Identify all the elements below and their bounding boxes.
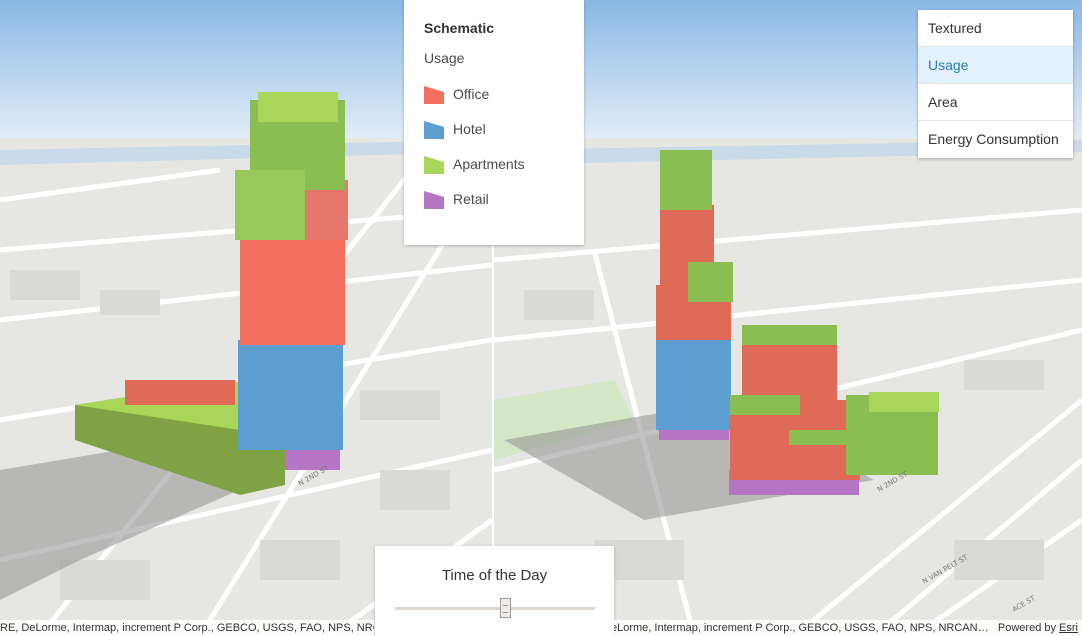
retail-swatch-icon [424, 190, 444, 209]
attribution-left: RE, DeLorme, Intermap, increment P Corp.… [0, 620, 374, 636]
legend-item-office: Office [424, 76, 584, 111]
powered-by-prefix: Powered by [997, 622, 1056, 634]
legend-item-retail: Retail [424, 181, 584, 216]
tower-left [235, 92, 348, 470]
legend-item-label: Retail [453, 190, 489, 207]
menu-item-usage[interactable]: Usage [918, 47, 1073, 84]
visualization-menu: Textured Usage Area Energy Consumption [918, 10, 1073, 158]
time-of-day-title: Time of the Day [441, 567, 548, 584]
apartments-swatch-icon [424, 155, 444, 174]
legend-item-hotel: Hotel [424, 111, 584, 146]
podium-building [75, 380, 285, 495]
office-swatch-icon [424, 85, 444, 104]
legend-field-name: Usage [424, 50, 465, 66]
time-slider-track[interactable] [395, 607, 595, 610]
menu-item-energy-consumption[interactable]: Energy Consumption [928, 131, 1059, 147]
attribution-text: RE, DeLorme, Intermap, increment P Corp.… [0, 622, 374, 634]
street-blocks [10, 270, 450, 600]
legend-item-label: Hotel [453, 120, 486, 137]
tower-right [656, 150, 733, 440]
menu-item-area[interactable]: Area [918, 84, 1073, 121]
attribution-right: eLorme, Intermap, increment P Corp., GEB… [614, 620, 1082, 636]
powered-by: Powered by Esri [998, 620, 1078, 636]
time-slider-thumb[interactable] [499, 598, 511, 618]
legend-item-apartments: Apartments [424, 146, 584, 181]
hotel-swatch-icon [424, 120, 444, 139]
legend-title: Schematic [424, 20, 495, 36]
river [0, 140, 492, 165]
legend-item-label: Office [453, 85, 490, 102]
menu-item-textured[interactable]: Textured [918, 10, 1073, 47]
block-right [729, 325, 939, 495]
legend-item-label: Apartments [453, 155, 525, 172]
view-divider [492, 0, 494, 636]
attribution-text: eLorme, Intermap, increment P Corp., GEB… [614, 622, 989, 634]
esri-link[interactable]: Esri [1059, 622, 1078, 634]
time-of-day-panel: Time of the Day [375, 546, 614, 636]
legend-panel: Schematic Usage Office Hotel Apartments … [404, 0, 584, 245]
